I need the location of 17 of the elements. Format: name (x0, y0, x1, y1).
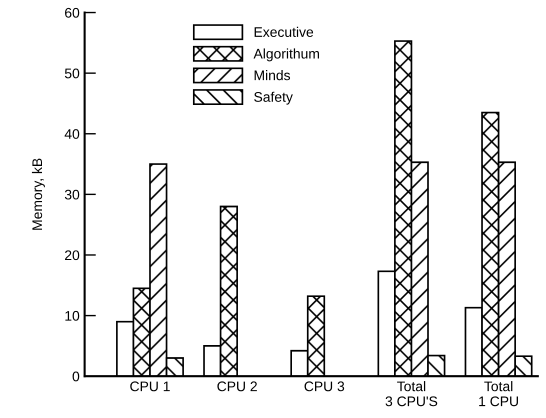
legend-label: Minds (254, 70, 290, 80)
y-tick-label: 60 (65, 8, 80, 18)
legend-label: Safety (254, 92, 293, 105)
x-tick-label: CPU 1 (130, 381, 170, 392)
y-tick-label: 20 (65, 250, 80, 260)
y-axis-title: Memory, kB (32, 158, 45, 230)
y-tick-label: 10 (65, 310, 80, 321)
y-tick-label: 30 (64, 190, 80, 200)
y-tick-label: 40 (64, 129, 80, 139)
x-tick-label: CPU 2 (217, 381, 257, 392)
x-tick-label: Total 3 CPU'S (386, 381, 438, 406)
y-tick-label: 50 (64, 68, 80, 78)
legend-label: Executive (254, 26, 314, 37)
x-tick-label: Total 1 CPU (479, 381, 518, 406)
x-tick-label: CPU 3 (304, 381, 344, 392)
y-tick-label: 0 (72, 372, 80, 382)
legend-label: Algorithum (254, 48, 319, 62)
